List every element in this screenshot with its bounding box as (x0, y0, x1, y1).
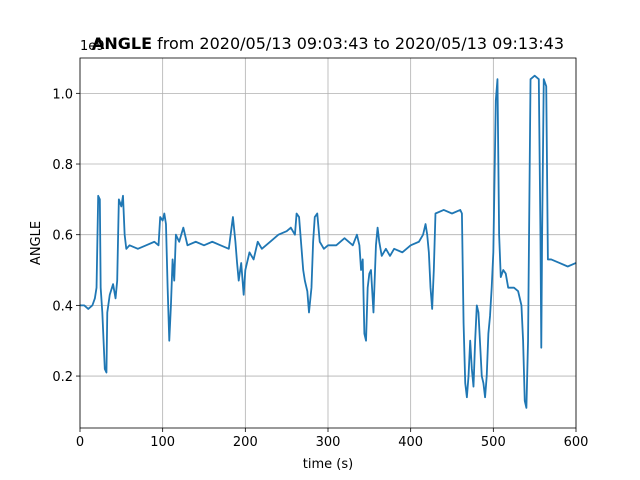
x-tick-label: 600 (564, 435, 589, 450)
y-tick-label: 0.8 (52, 158, 73, 173)
x-axis-label: time (s) (303, 457, 353, 472)
chart-title: ANGLE from 2020/05/13 09:03:43 to 2020/0… (92, 34, 564, 53)
y-tick-label: 0.2 (52, 370, 73, 385)
y-tick-label: 0.6 (52, 229, 73, 244)
x-tick-label: 500 (481, 435, 506, 450)
y-offset-label: 1e9 (80, 39, 105, 54)
x-tick-label: 300 (316, 435, 341, 450)
title-rest: from 2020/05/13 09:03:43 to 2020/05/13 0… (157, 34, 564, 53)
x-tick-label: 200 (233, 435, 258, 450)
title-bold: ANGLE (92, 34, 152, 53)
data-line (80, 74, 577, 409)
y-tick-label: 1.0 (52, 87, 73, 102)
y-axis-label: ANGLE (29, 221, 44, 265)
plot-frame (79, 57, 577, 429)
x-tick-label: 0 (76, 435, 84, 450)
x-tick-label: 100 (150, 435, 175, 450)
x-tick-label: 400 (398, 435, 423, 450)
y-tick-label: 0.4 (52, 299, 73, 314)
